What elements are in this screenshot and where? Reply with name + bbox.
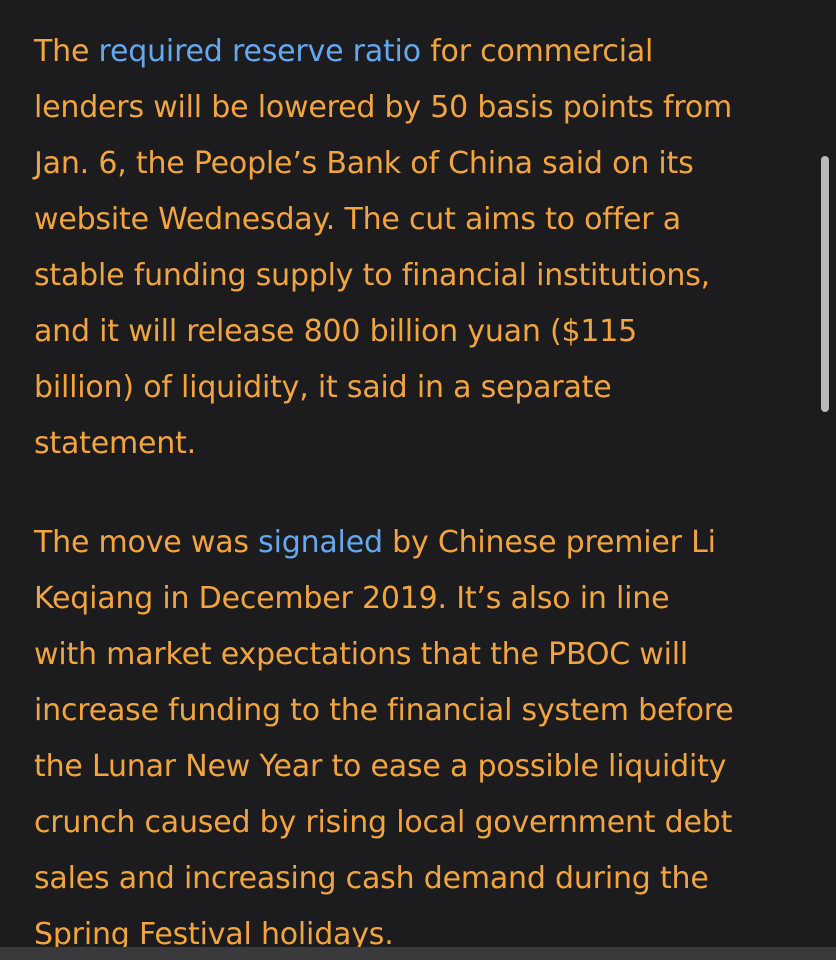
paragraph-line: website Wednesday. The cut aims to offer… — [34, 202, 681, 237]
signaled-link[interactable]: signaled — [258, 525, 383, 560]
text-segment: for commercial — [420, 34, 654, 69]
vertical-scrollbar-thumb[interactable] — [821, 156, 829, 412]
paragraph-line: increase funding to the financial system… — [34, 693, 734, 728]
text-segment: The — [34, 34, 99, 69]
paragraph-line: crunch caused by rising local government… — [34, 805, 733, 840]
paragraph-line: billion) of liquidity, it said in a sepa… — [34, 370, 612, 405]
paragraph-line: sales and increasing cash demand during … — [34, 861, 709, 896]
paragraph-line: statement. — [34, 426, 196, 461]
text-segment: The move was — [34, 525, 259, 560]
bottom-toolbar-edge — [0, 947, 836, 960]
paragraph-line: the Lunar New Year to ease a possible li… — [34, 749, 727, 784]
paragraph-line: with market expectations that the PBOC w… — [34, 637, 689, 672]
paragraph-line: Keqiang in December 2019. It’s also in l… — [34, 581, 670, 616]
paragraph-line: Jan. 6, the People’s Bank of China said … — [34, 146, 694, 181]
paragraph-line: and it will release 800 billion yuan ($1… — [34, 314, 638, 349]
paragraph-line: Spring Festival holidays. — [34, 917, 394, 947]
paragraph-signaled-move: The move was signaled by Chinese premier… — [34, 515, 814, 947]
text-segment: by Chinese premier Li — [382, 525, 716, 560]
paragraph-line: The move was signaled by Chinese premier… — [34, 515, 814, 571]
paragraph-line: lenders will be lowered by 50 basis poin… — [34, 90, 733, 125]
required-reserve-ratio-link[interactable]: required reserve ratio — [98, 34, 422, 69]
paragraph-line: The required reserve ratio for commercia… — [34, 24, 814, 80]
paragraph-reserve-ratio: The required reserve ratio for commercia… — [34, 24, 814, 472]
paragraph-line: stable funding supply to financial insti… — [34, 258, 710, 293]
